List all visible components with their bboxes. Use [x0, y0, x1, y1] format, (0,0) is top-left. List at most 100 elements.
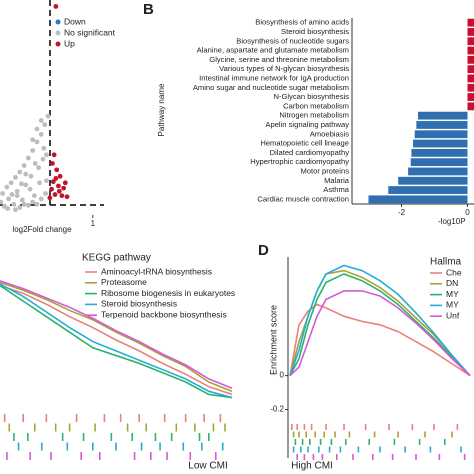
x-axis-label: log2Fold change — [12, 225, 72, 234]
y-tick-label: Biosynthesis of amino acids — [255, 18, 349, 27]
enrichment-line — [289, 303, 471, 377]
point — [31, 193, 37, 199]
bar — [467, 74, 474, 83]
bar — [388, 186, 468, 194]
point — [34, 139, 40, 145]
point — [49, 186, 54, 192]
y-tick-label: 0 — [280, 371, 285, 380]
point — [30, 137, 36, 143]
bar — [368, 195, 468, 204]
legend-label: DN — [446, 278, 458, 288]
bar — [418, 111, 468, 120]
point — [17, 205, 23, 210]
point — [40, 156, 46, 162]
bar — [398, 176, 468, 185]
point — [19, 197, 25, 203]
point — [53, 176, 59, 181]
bar — [411, 148, 468, 157]
bar — [467, 102, 474, 111]
point — [38, 131, 44, 137]
x-tick-label: 0 — [465, 208, 470, 217]
legend-title: Hallma — [430, 257, 462, 268]
enrichment-line — [0, 284, 233, 399]
point — [56, 188, 62, 194]
point — [21, 201, 27, 207]
point — [61, 185, 66, 191]
legend-label: Terpenoid backbone biosynthesis — [101, 309, 227, 319]
legend-label: MY — [446, 300, 459, 310]
point — [42, 122, 48, 128]
legend-dot — [55, 41, 61, 47]
point — [34, 126, 40, 132]
point — [30, 199, 36, 205]
point — [14, 188, 20, 194]
bar — [416, 121, 468, 129]
bar — [467, 18, 474, 27]
point — [44, 178, 49, 184]
point — [62, 180, 68, 186]
point — [25, 155, 31, 161]
point — [53, 4, 59, 9]
x-axis-label: -log10P — [438, 217, 466, 226]
y-tick-label: Apelin signaling pathway — [265, 120, 349, 129]
legend-label: Unf — [446, 310, 460, 320]
point — [56, 183, 61, 189]
legend-label: Down — [64, 16, 86, 26]
point — [38, 196, 44, 202]
y-tick-label: Asthma — [323, 185, 350, 194]
point — [36, 165, 42, 171]
point — [30, 148, 36, 153]
enrichment-line — [0, 280, 233, 389]
point — [32, 161, 38, 166]
point — [13, 207, 18, 213]
point — [52, 192, 58, 197]
legend-label: Che — [446, 267, 462, 277]
x-tick-label: -2 — [398, 208, 406, 217]
y-tick-label: Carbon metabolism — [283, 101, 349, 110]
y-tick-label: Motor proteins — [300, 166, 349, 175]
y-tick-label: Amoebiasis — [310, 129, 349, 138]
bar — [467, 28, 474, 36]
point — [43, 191, 48, 196]
bar — [410, 158, 468, 167]
y-tick-label: Steroid biosynthesis — [281, 27, 349, 36]
point — [41, 145, 47, 151]
point — [1, 204, 7, 209]
point — [54, 167, 60, 173]
y-axis-label: Enrichment score — [268, 305, 278, 375]
point — [23, 171, 29, 177]
point — [0, 191, 5, 196]
point — [38, 118, 44, 123]
legend-label: Steroid biosynthesis — [101, 299, 177, 309]
point — [6, 196, 11, 202]
y-tick-label: Hematopoietic cell lineage — [260, 139, 349, 148]
legend-label: Ribosome biogenesis in eukaryotes — [101, 288, 235, 298]
y-tick-label: Amino sugar and nucleotide sugar metabol… — [193, 83, 349, 92]
bar — [408, 167, 468, 176]
y-axis-label: Pathway name — [157, 83, 166, 136]
legend-label: MY — [446, 289, 459, 299]
point — [64, 194, 70, 200]
bar — [467, 83, 474, 92]
bar — [467, 46, 474, 55]
legend-title: KEGG pathway — [82, 253, 151, 264]
enrichment-line — [0, 281, 233, 393]
point — [17, 169, 23, 175]
y-tick-label: N-Glycan biosynthesis — [273, 92, 349, 101]
y-tick-label: Nitrogen metabolism — [279, 111, 349, 120]
enrichment-line — [289, 290, 471, 377]
point — [57, 173, 63, 179]
y-tick-label: Glycine, serine and threonine metabolism — [209, 55, 349, 64]
point — [13, 174, 18, 180]
legend-label: No significant — [64, 27, 116, 37]
point — [50, 179, 56, 185]
point — [5, 206, 11, 211]
point — [4, 184, 10, 190]
point — [14, 193, 20, 199]
bar — [467, 93, 474, 101]
bar — [414, 130, 468, 139]
enrichment-line — [289, 264, 471, 377]
y-tick-label: Alanine, aspartate and glutamate metabol… — [197, 46, 349, 55]
enrichment-line — [289, 269, 471, 377]
